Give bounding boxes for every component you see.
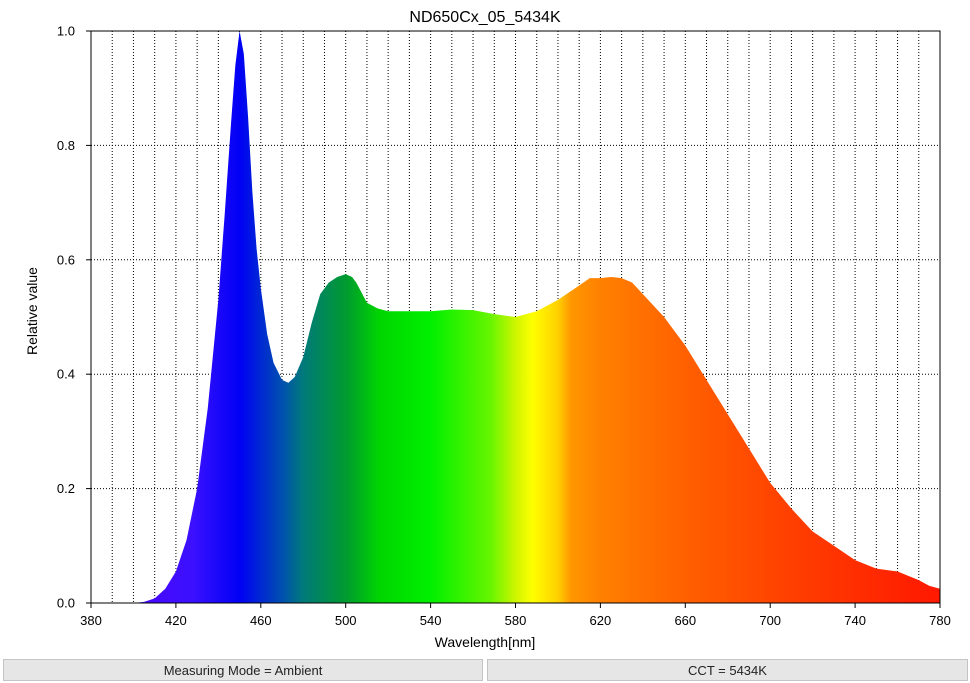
spectrum-chart: 380 420 460 500 540 580 620 660 700 740 780 0.0 0.2… [24, 9, 951, 650]
y-tick-label: 0.4 [57, 367, 75, 382]
y-tick-label: 0.2 [57, 481, 75, 496]
x-tick-label: 580 [505, 613, 527, 628]
measuring-mode-status: Measuring Mode = Ambient [3, 659, 483, 681]
x-tick-label: 700 [759, 613, 781, 628]
x-tick-label: 420 [165, 613, 187, 628]
x-tick-label: 500 [335, 613, 357, 628]
y-tick-label: 1.0 [57, 24, 75, 39]
x-tick-label: 380 [80, 613, 102, 628]
y-tick-label: 0.8 [57, 138, 75, 153]
chart-title: ND650Cx_05_5434K [409, 9, 561, 26]
x-tick-label: 460 [250, 613, 272, 628]
y-tick-label: 0.6 [57, 252, 75, 267]
cct-status: CCT = 5434K [487, 659, 968, 681]
x-tick-label: 540 [420, 613, 442, 628]
x-axis-ticks: 380 420 460 500 540 580 620 660 700 740 780 [80, 603, 951, 628]
x-tick-label: 740 [844, 613, 866, 628]
status-bar: Measuring Mode = Ambient CCT = 5434K [0, 657, 970, 683]
y-tick-label: 0.0 [57, 596, 75, 611]
x-tick-label: 660 [674, 613, 696, 628]
spectrum-area [91, 31, 940, 603]
y-axis-ticks: 0.0 0.2 0.4 0.6 0.8 1.0 [57, 24, 91, 611]
x-axis-label: Wavelength[nm] [435, 634, 536, 650]
x-tick-label: 620 [590, 613, 612, 628]
y-axis-label: Relative value [24, 267, 40, 355]
x-tick-label: 780 [929, 613, 951, 628]
